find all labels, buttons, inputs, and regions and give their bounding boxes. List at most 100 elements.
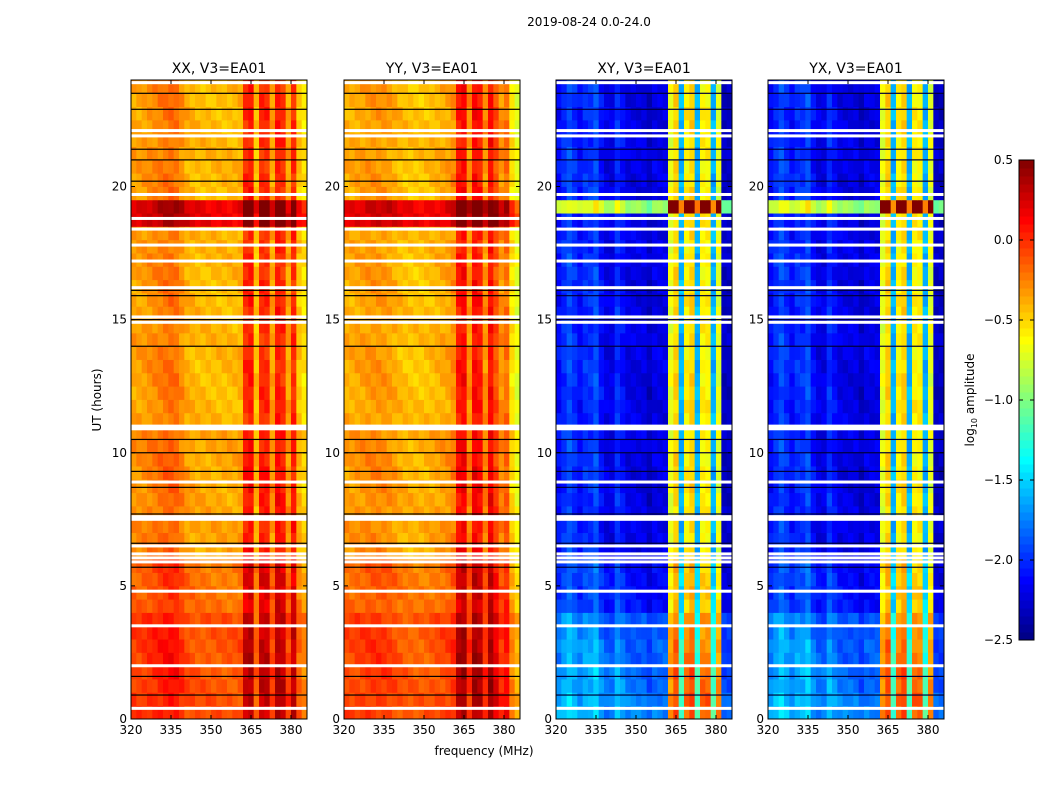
heatmap-cell bbox=[588, 213, 594, 227]
heatmap-cell bbox=[376, 413, 382, 427]
heatmap-cell bbox=[641, 692, 647, 706]
heatmap-cell bbox=[286, 293, 292, 307]
heatmap-cell bbox=[561, 360, 567, 374]
heatmap-cell bbox=[657, 493, 663, 507]
heatmap-cell bbox=[561, 240, 567, 254]
heatmap-cell bbox=[243, 346, 249, 360]
heatmap-cell bbox=[561, 413, 567, 427]
heatmap-cell bbox=[483, 573, 489, 587]
heatmap-cell bbox=[392, 626, 398, 640]
heatmap-cell bbox=[227, 360, 233, 374]
heatmap-cell bbox=[419, 373, 425, 387]
flagged-row-black bbox=[556, 295, 732, 296]
heatmap-cell bbox=[583, 413, 589, 427]
heatmap-cell bbox=[264, 373, 270, 387]
heatmap-cell bbox=[599, 679, 605, 693]
heatmap-cell bbox=[620, 266, 626, 280]
heatmap-cell bbox=[711, 213, 717, 227]
heatmap-cell bbox=[195, 439, 201, 453]
heatmap-cell bbox=[190, 107, 196, 121]
heatmap-cell bbox=[456, 173, 462, 187]
heatmap-cell bbox=[609, 453, 615, 467]
heatmap-cell bbox=[588, 679, 594, 693]
heatmap-cell bbox=[647, 93, 653, 107]
heatmap-cell bbox=[206, 493, 212, 507]
heatmap-cell bbox=[365, 386, 371, 400]
heatmap-cell bbox=[451, 160, 457, 174]
heatmap-cell bbox=[243, 573, 249, 587]
heatmap-cell bbox=[152, 439, 158, 453]
heatmap-cell bbox=[668, 453, 674, 467]
heatmap-cell bbox=[451, 333, 457, 347]
heatmap-cell bbox=[499, 400, 505, 414]
heatmap-cell bbox=[413, 107, 419, 121]
heatmap-cell bbox=[206, 147, 212, 161]
heatmap-cell bbox=[349, 573, 355, 587]
heatmap-cell bbox=[387, 626, 393, 640]
heatmap-cell bbox=[147, 400, 153, 414]
heatmap-cell bbox=[684, 666, 690, 680]
heatmap-cell bbox=[572, 200, 578, 214]
heatmap-cell bbox=[254, 413, 260, 427]
flagged-row bbox=[131, 425, 307, 428]
heatmap-cell bbox=[588, 240, 594, 254]
heatmap-cell bbox=[716, 439, 722, 453]
heatmap-cell bbox=[243, 147, 249, 161]
heatmap-cell bbox=[419, 240, 425, 254]
heatmap-cell bbox=[365, 586, 371, 600]
heatmap-cell bbox=[689, 266, 695, 280]
heatmap-cell bbox=[572, 533, 578, 547]
heatmap-cell bbox=[625, 173, 631, 187]
heatmap-cell bbox=[147, 413, 153, 427]
flagged-row-black bbox=[344, 439, 520, 440]
heatmap-cell bbox=[248, 573, 254, 587]
heatmap-cell bbox=[583, 586, 589, 600]
heatmap-cell bbox=[609, 439, 615, 453]
heatmap-cell bbox=[195, 173, 201, 187]
heatmap-cell bbox=[493, 160, 499, 174]
heatmap-cell bbox=[461, 173, 467, 187]
heatmap-cell bbox=[695, 493, 701, 507]
heatmap-cell bbox=[593, 400, 599, 414]
heatmap-cell bbox=[275, 107, 281, 121]
heatmap-cell bbox=[477, 466, 483, 480]
heatmap-cell bbox=[609, 266, 615, 280]
heatmap-cell bbox=[190, 599, 196, 613]
heatmap-cell bbox=[631, 213, 637, 227]
heatmap-cell bbox=[721, 652, 727, 666]
heatmap-cell bbox=[413, 413, 419, 427]
heatmap-cell bbox=[488, 333, 494, 347]
heatmap-cell bbox=[445, 652, 451, 666]
heatmap-cell bbox=[588, 400, 594, 414]
heatmap-cell bbox=[721, 266, 727, 280]
heatmap-cell bbox=[355, 599, 361, 613]
heatmap-cell bbox=[641, 240, 647, 254]
heatmap-cell bbox=[456, 453, 462, 467]
heatmap-cell bbox=[647, 493, 653, 507]
heatmap-cell bbox=[147, 533, 153, 547]
heatmap-cell bbox=[657, 160, 663, 174]
heatmap-cell bbox=[392, 386, 398, 400]
heatmap-cell bbox=[397, 160, 403, 174]
heatmap-cell bbox=[227, 439, 233, 453]
heatmap-cell bbox=[620, 533, 626, 547]
heatmap-cell bbox=[604, 493, 610, 507]
heatmap-cell bbox=[195, 692, 201, 706]
heatmap-cell bbox=[509, 599, 515, 613]
heatmap-cell bbox=[270, 626, 276, 640]
heatmap-cell bbox=[222, 93, 228, 107]
heatmap-cell bbox=[387, 493, 393, 507]
heatmap-cell bbox=[561, 266, 567, 280]
heatmap-cell bbox=[716, 173, 722, 187]
heatmap-cell bbox=[695, 373, 701, 387]
heatmap-cell bbox=[403, 360, 409, 374]
heatmap-cell bbox=[365, 626, 371, 640]
heatmap-cell bbox=[451, 599, 457, 613]
heatmap-cell bbox=[286, 240, 292, 254]
heatmap-cell bbox=[296, 586, 302, 600]
heatmap-cell bbox=[131, 266, 137, 280]
heatmap-cell bbox=[360, 413, 366, 427]
heatmap-cell bbox=[668, 679, 674, 693]
heatmap-cell bbox=[211, 373, 217, 387]
heatmap-cell bbox=[673, 626, 679, 640]
